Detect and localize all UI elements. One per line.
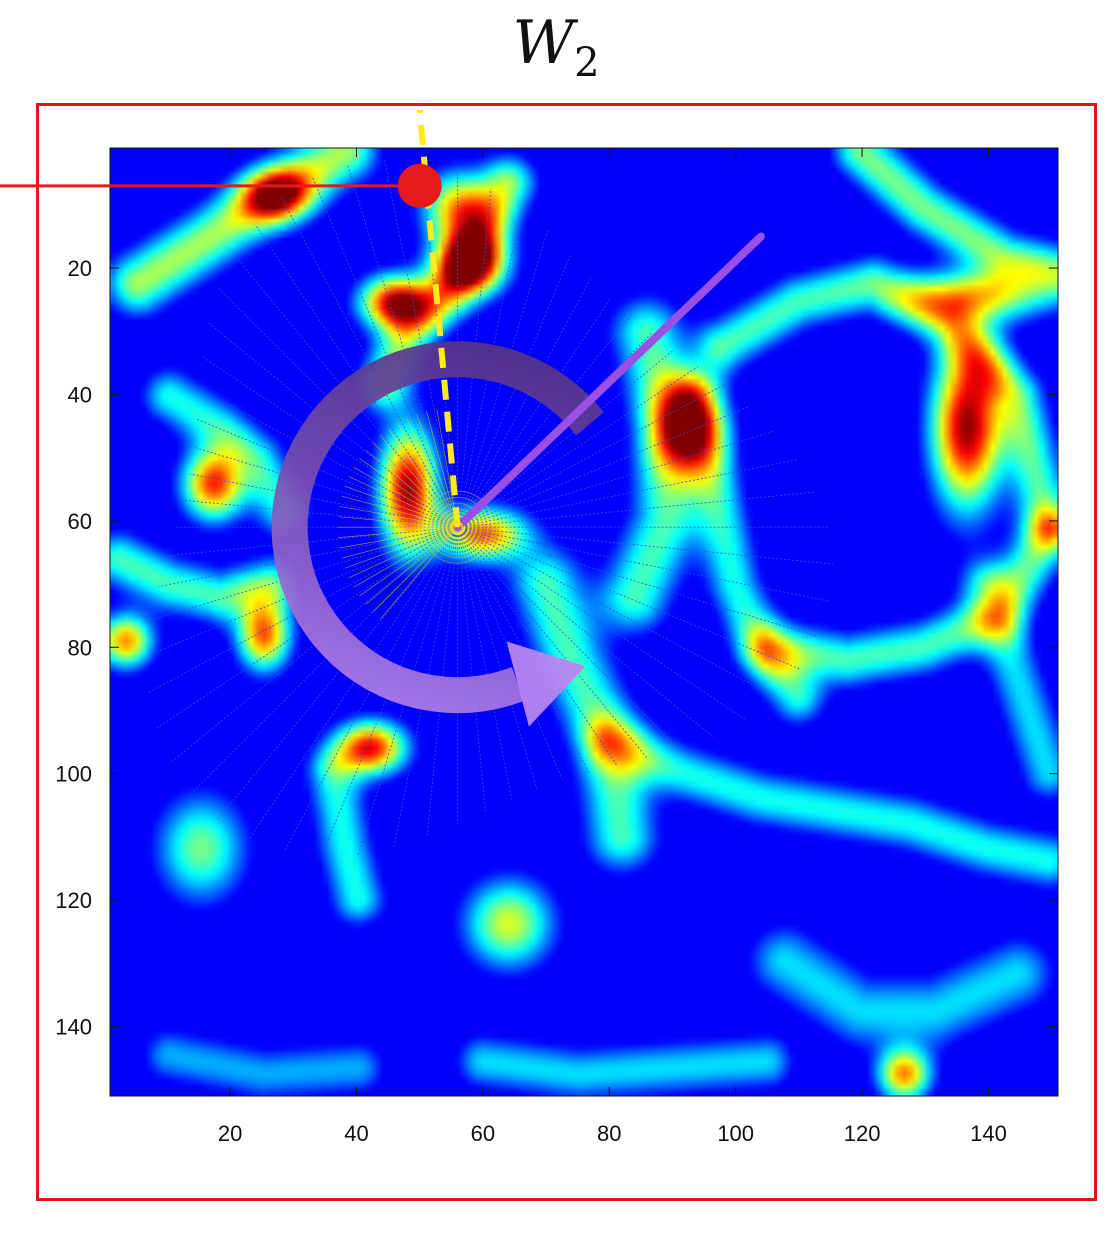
ray-line bbox=[183, 499, 458, 528]
ray-line bbox=[457, 315, 632, 528]
plot-area bbox=[109, 147, 1059, 1097]
cone-line bbox=[338, 526, 458, 538]
cone-line bbox=[341, 526, 458, 559]
ray-line bbox=[457, 276, 593, 528]
cone-line bbox=[372, 526, 458, 613]
rotation-arc bbox=[271, 341, 604, 714]
cone-line bbox=[339, 526, 458, 549]
x-tick-label: 60 bbox=[471, 1121, 495, 1146]
cone-line bbox=[380, 435, 458, 528]
title-main: W bbox=[512, 8, 575, 78]
cone-line bbox=[353, 526, 458, 588]
cone-line bbox=[341, 495, 458, 528]
cone-line bbox=[380, 527, 458, 620]
cone-line bbox=[353, 466, 458, 528]
ray-line bbox=[457, 526, 714, 738]
ray-line bbox=[457, 491, 817, 528]
ray-line bbox=[457, 405, 751, 528]
cone-line bbox=[359, 526, 458, 597]
ray-line bbox=[457, 349, 675, 528]
ray-line bbox=[189, 473, 458, 528]
ray-line bbox=[457, 188, 492, 528]
y-tick-label: 80 bbox=[68, 635, 92, 660]
rotation-arrowhead bbox=[506, 641, 586, 727]
ray-line bbox=[457, 526, 590, 774]
radial-cone bbox=[337, 408, 494, 620]
ray-line bbox=[457, 526, 834, 565]
ray-line bbox=[357, 527, 459, 856]
ray-line bbox=[457, 526, 830, 602]
highlight-frame bbox=[36, 103, 1097, 1201]
ray-line bbox=[457, 526, 746, 720]
cone-line bbox=[359, 458, 458, 528]
y-tick-label: 20 bbox=[68, 256, 92, 281]
y-tick-label: 60 bbox=[68, 509, 92, 534]
axis-ticks: 20 40 60 80 100 120 140 20 40 60 80 100 120 140 bbox=[55, 148, 1058, 1146]
ray-line bbox=[254, 224, 458, 528]
ray-line bbox=[457, 526, 819, 637]
cone-line bbox=[372, 442, 458, 528]
center-marker bbox=[451, 521, 464, 533]
cone-line bbox=[338, 516, 458, 528]
ray-line bbox=[248, 526, 458, 840]
cone-line bbox=[348, 526, 458, 579]
ray-line bbox=[233, 254, 458, 528]
ray-line bbox=[216, 526, 458, 821]
cone-line bbox=[406, 418, 458, 528]
chart-title: W2 bbox=[0, 8, 1112, 86]
annotation-overlay bbox=[0, 109, 765, 727]
ray-line bbox=[393, 527, 459, 849]
ray-line bbox=[457, 430, 776, 528]
ray-line bbox=[347, 164, 459, 528]
cone-line bbox=[426, 411, 458, 528]
ray-line bbox=[457, 527, 538, 789]
cone-ring bbox=[433, 502, 482, 552]
ray-line bbox=[457, 526, 800, 670]
ray-line bbox=[151, 526, 458, 621]
ray-line bbox=[196, 418, 458, 528]
ray-line bbox=[283, 526, 458, 852]
ray-line bbox=[457, 526, 681, 751]
ray-line bbox=[193, 446, 458, 528]
cone-line bbox=[365, 449, 458, 528]
ray-line bbox=[457, 253, 572, 528]
cone-line bbox=[388, 428, 458, 528]
ray-line bbox=[190, 526, 458, 795]
cone-line bbox=[339, 506, 458, 528]
y-tick-label: 120 bbox=[55, 888, 92, 913]
red-point bbox=[397, 163, 442, 208]
ray-line bbox=[167, 526, 458, 557]
x-tick-label: 100 bbox=[717, 1121, 754, 1146]
purple-direction-line bbox=[453, 232, 765, 532]
ray-line bbox=[457, 458, 799, 528]
cone-line bbox=[397, 423, 458, 528]
yellow-dashed-line bbox=[416, 109, 461, 528]
x-tick-label: 40 bbox=[344, 1121, 368, 1146]
cone-line bbox=[344, 485, 458, 528]
cone-line bbox=[365, 526, 458, 605]
cone-line bbox=[348, 476, 458, 528]
y-tick-label: 40 bbox=[68, 382, 92, 407]
cone-ring bbox=[421, 490, 494, 564]
x-tick-label: 80 bbox=[597, 1121, 621, 1146]
ray-line bbox=[312, 177, 459, 528]
plot-border bbox=[109, 147, 1059, 1097]
cone-line bbox=[416, 414, 458, 528]
cone-line bbox=[344, 526, 458, 569]
ray-line bbox=[384, 159, 459, 528]
ray-line bbox=[320, 527, 459, 857]
x-tick-label: 20 bbox=[218, 1121, 242, 1146]
heatmap-image bbox=[110, 148, 1058, 1096]
x-tick-label: 140 bbox=[970, 1121, 1007, 1146]
x-tick-label: 120 bbox=[844, 1121, 881, 1146]
ray-line bbox=[457, 366, 699, 528]
cone-ring bbox=[427, 496, 488, 558]
title-subscript: 2 bbox=[574, 40, 600, 86]
y-tick-label: 140 bbox=[55, 1014, 92, 1039]
ray-line bbox=[198, 388, 458, 528]
y-tick-label: 100 bbox=[55, 762, 92, 787]
